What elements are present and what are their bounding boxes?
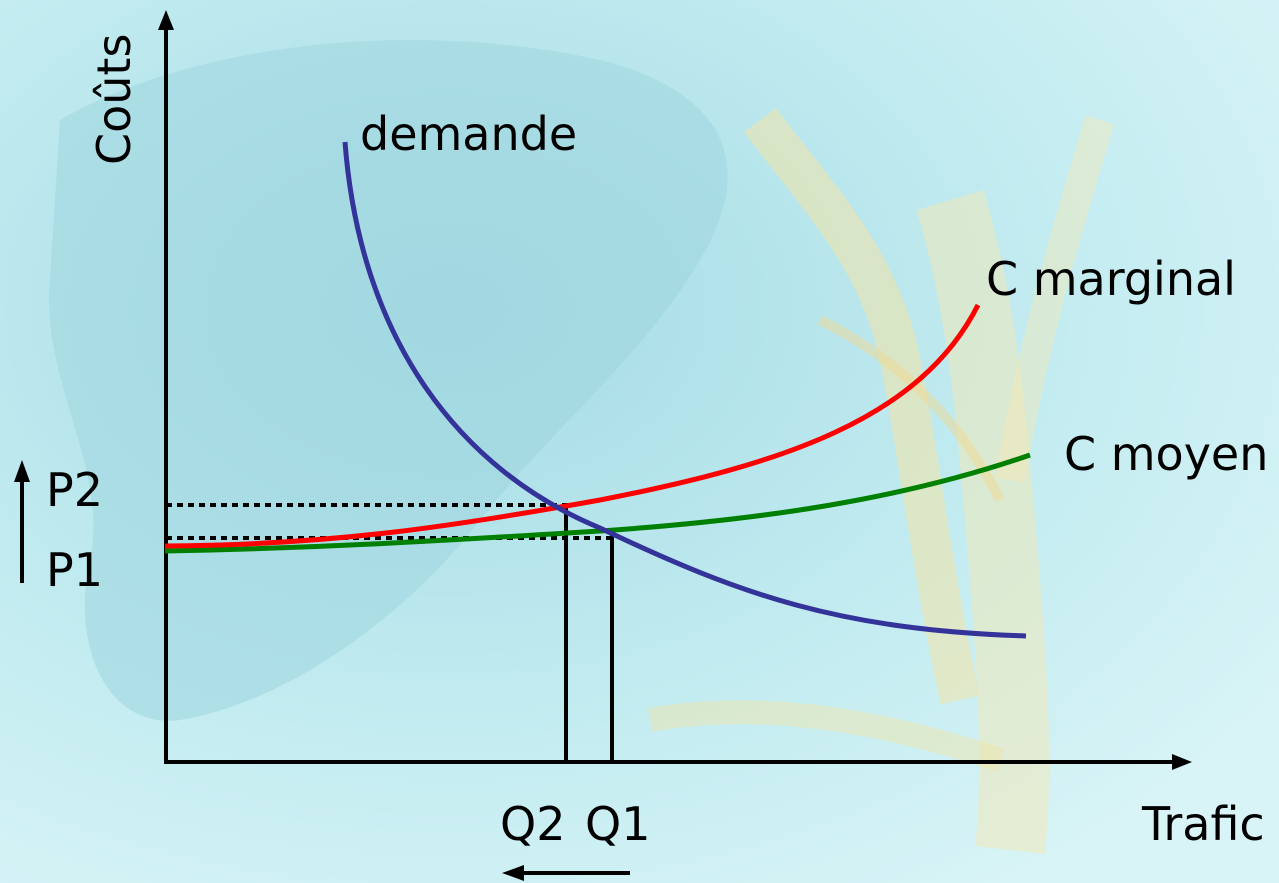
labels: Coûts Trafic demande C marginal C moyen … bbox=[46, 34, 1268, 851]
average-cost-curve bbox=[164, 452, 1031, 554]
marginal-cost-curve bbox=[164, 303, 981, 549]
demand-label: demande bbox=[360, 107, 577, 161]
marginal-cost-label: C marginal bbox=[986, 252, 1236, 306]
direction-arrows bbox=[14, 460, 630, 881]
average-cost-label: C moyen bbox=[1064, 427, 1268, 481]
price-up-arrow-icon bbox=[14, 460, 30, 482]
y-axis-label: Coûts bbox=[87, 34, 141, 165]
quantity-left-arrow-icon bbox=[502, 865, 524, 881]
p2-label: P2 bbox=[46, 463, 103, 517]
x-axis-arrowhead bbox=[1172, 754, 1192, 770]
q2-label: Q2 bbox=[500, 797, 565, 851]
q1-label: Q1 bbox=[585, 797, 650, 851]
p1-label: P1 bbox=[46, 543, 103, 597]
axes bbox=[158, 10, 1192, 770]
x-axis-label: Trafic bbox=[1141, 797, 1265, 851]
y-axis-arrowhead bbox=[158, 10, 174, 30]
guide-lines bbox=[166, 503, 614, 762]
demand-curve bbox=[342, 141, 1027, 639]
curves bbox=[164, 141, 1031, 639]
